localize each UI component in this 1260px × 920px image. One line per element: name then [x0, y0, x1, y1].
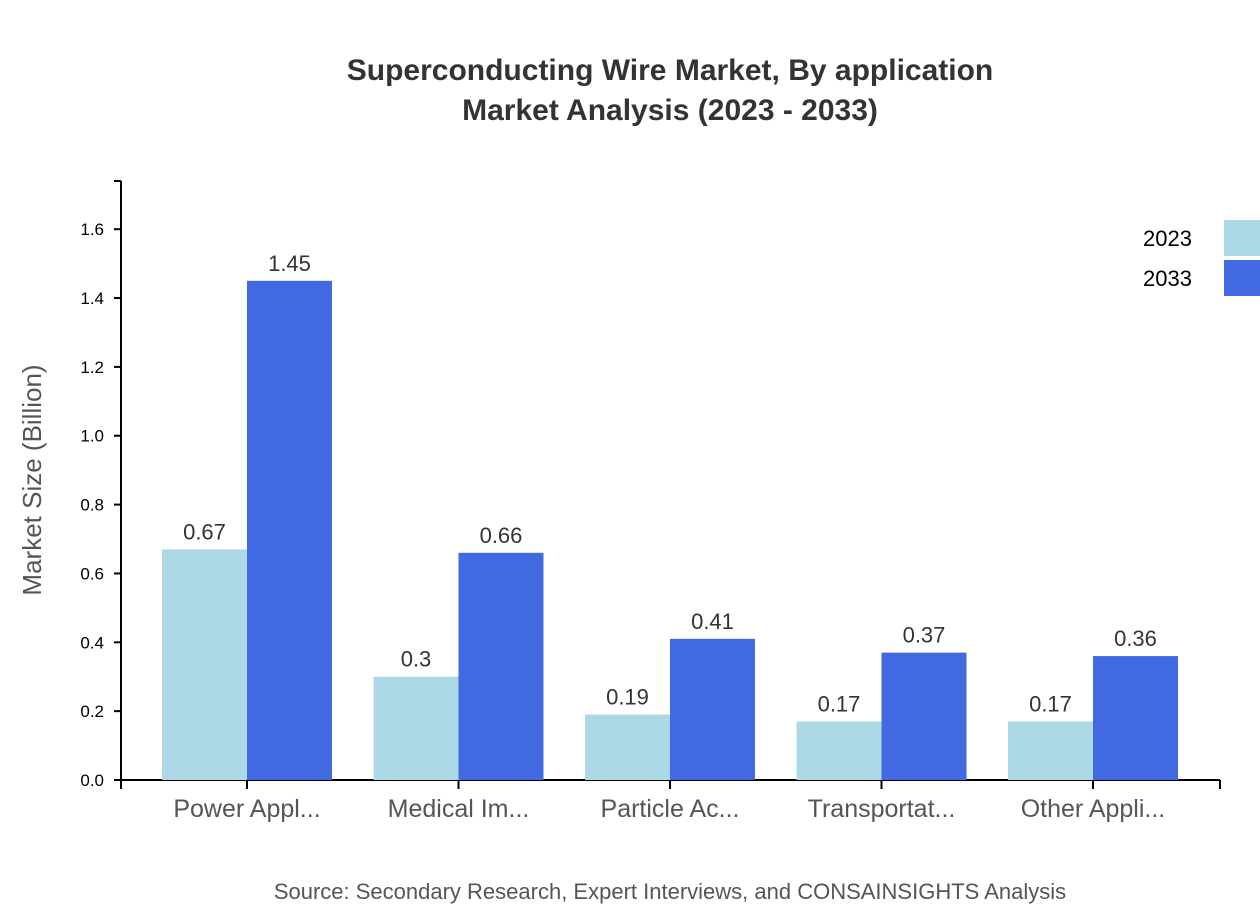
y-tick-label: 1.6: [80, 220, 104, 239]
bar-2023: [162, 549, 247, 780]
legend-swatch-2023: [1224, 220, 1260, 256]
y-tick-label: 0.0: [80, 771, 104, 790]
x-tick-label: Particle Ac...: [601, 795, 740, 823]
chart-title: Superconducting Wire Market, By applicat…: [347, 54, 994, 87]
data-label: 0.37: [903, 623, 946, 648]
data-label: 1.45: [268, 251, 311, 276]
bar-2023: [1008, 721, 1093, 780]
data-label: 0.66: [480, 523, 523, 548]
bar-2033: [1093, 656, 1178, 780]
y-tick-label: 0.6: [80, 564, 104, 583]
data-label: 0.67: [183, 519, 226, 544]
source-note: Source: Secondary Research, Expert Inter…: [274, 879, 1066, 904]
y-tick-label: 1.2: [80, 358, 104, 377]
bar-2033: [881, 652, 967, 780]
x-tick-label: Other Appli...: [1021, 795, 1166, 823]
y-axis: 0.0 0.2 0.4 0.6 0.8 1.0 1.2 1.4 1.6: [80, 180, 122, 790]
legend-swatch-2033: [1224, 260, 1260, 296]
y-axis-label: Market Size (Billion): [17, 364, 47, 595]
chart-subtitle: Market Analysis (2023 - 2033): [462, 94, 878, 127]
bar-2023: [585, 714, 670, 780]
legend-label: 2023: [1143, 226, 1192, 251]
bar-2023: [373, 676, 459, 780]
data-label: 0.17: [818, 691, 861, 716]
bar-2033: [247, 280, 332, 780]
bars: 0.67 1.45 0.3 0.66 0.19 0.41 0.17 0.37 0.17 0.36: [162, 251, 1178, 780]
bar-2033: [458, 552, 544, 780]
x-tick-label: Transportat...: [808, 795, 956, 823]
y-tick-label: 0.2: [80, 702, 104, 721]
x-tick-label: Power Appl...: [173, 795, 320, 823]
x-axis: Power Appl... Medical Im... Particle Ac...…: [120, 779, 1221, 823]
legend-label: 2033: [1143, 266, 1192, 291]
y-tick-label: 1.0: [80, 427, 104, 446]
x-tick-label: Medical Im...: [388, 795, 530, 823]
data-label: 0.36: [1114, 626, 1157, 651]
y-tick-label: 0.8: [80, 496, 104, 515]
data-label: 0.3: [401, 647, 432, 672]
legend: 2023 2033: [1143, 220, 1260, 296]
bar-2023: [796, 721, 882, 780]
data-label: 0.41: [691, 609, 734, 634]
y-tick-label: 0.4: [80, 633, 104, 652]
data-label: 0.19: [606, 685, 649, 710]
data-label: 0.17: [1029, 691, 1072, 716]
bar-2033: [670, 638, 755, 780]
y-tick-label: 1.4: [80, 289, 104, 308]
